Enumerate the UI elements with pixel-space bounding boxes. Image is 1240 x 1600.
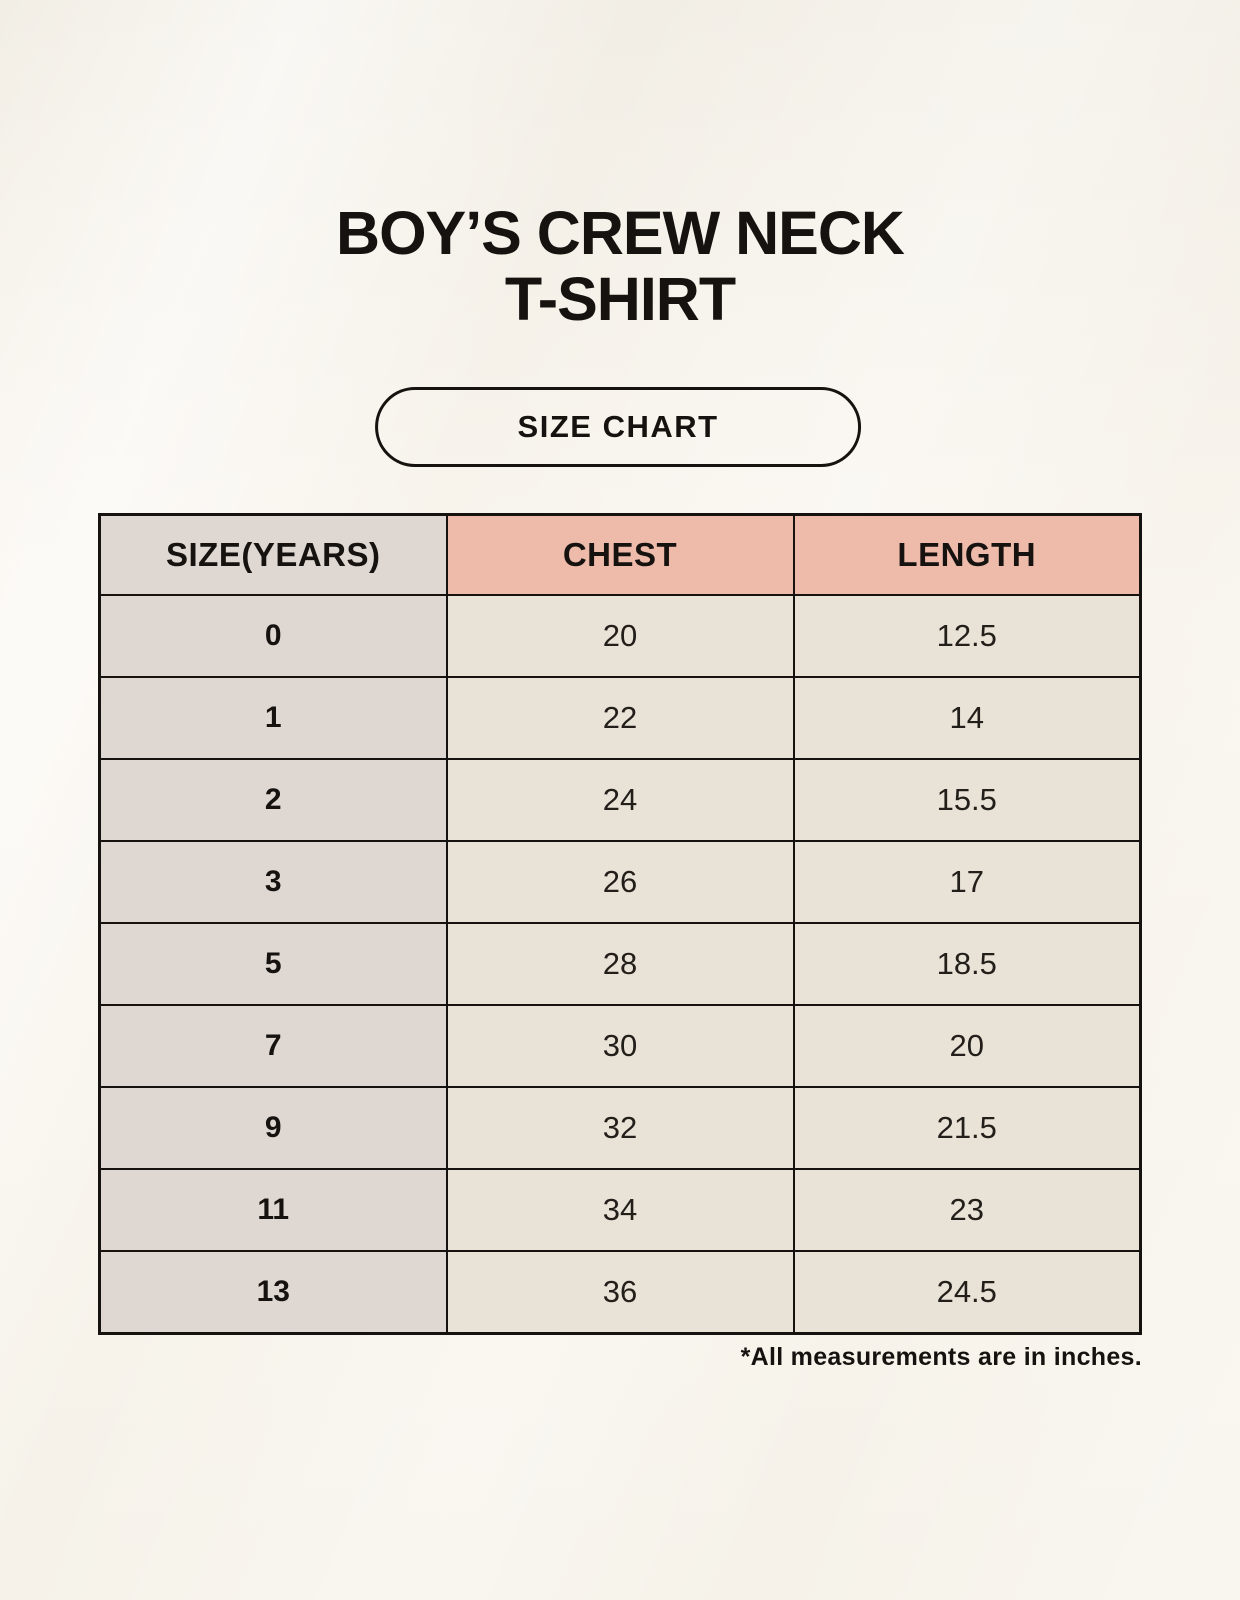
size-chart-table: SIZE(YEARS) CHEST LENGTH 0 20 12.5 1 22 … [98,513,1142,1335]
table-row: 13 36 24.5 [98,1250,1142,1335]
length-cell: 24.5 [792,1250,1142,1335]
size-cell: 2 [98,758,448,842]
chest-cell: 30 [445,1004,795,1088]
size-cell: 1 [98,676,448,760]
size-cell: 13 [98,1250,448,1335]
size-chart-badge: SIZE CHART [375,387,862,467]
size-cell: 0 [98,594,448,678]
table-row: 2 24 15.5 [98,758,1142,842]
size-chart-badge-label: SIZE CHART [517,409,719,444]
table-row: 11 34 23 [98,1168,1142,1252]
chest-cell: 26 [445,840,795,924]
page-title: BOY’S CREW NECK T-SHIRT [0,200,1240,332]
table-row: 9 32 21.5 [98,1086,1142,1170]
length-cell: 23 [792,1168,1142,1252]
chest-cell: 36 [445,1250,795,1335]
length-cell: 21.5 [792,1086,1142,1170]
page-title-line-2: T-SHIRT [504,265,736,333]
size-cell: 9 [98,1086,448,1170]
column-header-length: LENGTH [792,513,1142,596]
chest-cell: 20 [445,594,795,678]
table-header-row: SIZE(YEARS) CHEST LENGTH [98,513,1142,596]
chest-cell: 28 [445,922,795,1006]
length-cell: 18.5 [792,922,1142,1006]
length-cell: 14 [792,676,1142,760]
table-row: 5 28 18.5 [98,922,1142,1006]
measurement-note: *All measurements are in inches. [740,1343,1142,1371]
length-cell: 15.5 [792,758,1142,842]
size-cell: 3 [98,840,448,924]
column-header-size-years: SIZE(YEARS) [98,513,448,596]
size-cell: 11 [98,1168,448,1252]
table-row: 0 20 12.5 [98,594,1142,678]
length-cell: 12.5 [792,594,1142,678]
table-row: 1 22 14 [98,676,1142,760]
chest-cell: 24 [445,758,795,842]
size-cell: 7 [98,1004,448,1088]
page-title-line-1: BOY’S CREW NECK [336,199,905,267]
table-row: 3 26 17 [98,840,1142,924]
chest-cell: 34 [445,1168,795,1252]
length-cell: 17 [792,840,1142,924]
column-header-chest: CHEST [445,513,795,596]
size-cell: 5 [98,922,448,1006]
table-row: 7 30 20 [98,1004,1142,1088]
chest-cell: 22 [445,676,795,760]
length-cell: 20 [792,1004,1142,1088]
chest-cell: 32 [445,1086,795,1170]
